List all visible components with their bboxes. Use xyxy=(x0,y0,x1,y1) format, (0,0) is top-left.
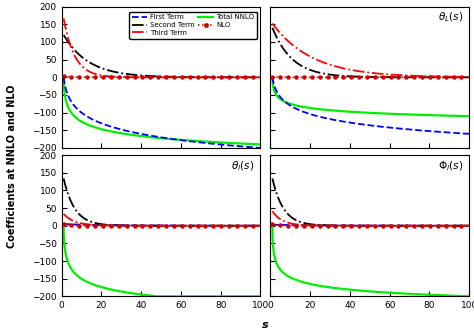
Text: $\theta_l(s)$: $\theta_l(s)$ xyxy=(231,159,255,173)
Legend: First Term, Second Term, Third Term, Total NNLO, NLO: First Term, Second Term, Third Term, Tot… xyxy=(129,12,257,39)
Text: $\Phi_L(s)$: $\Phi_L(s)$ xyxy=(228,11,255,25)
Text: Coefficients at NNLO and NLO: Coefficients at NNLO and NLO xyxy=(7,85,17,248)
Text: $\theta_L(s)$: $\theta_L(s)$ xyxy=(438,11,463,25)
Text: $\Phi_l(s)$: $\Phi_l(s)$ xyxy=(438,159,463,173)
Text: s: s xyxy=(262,320,269,330)
